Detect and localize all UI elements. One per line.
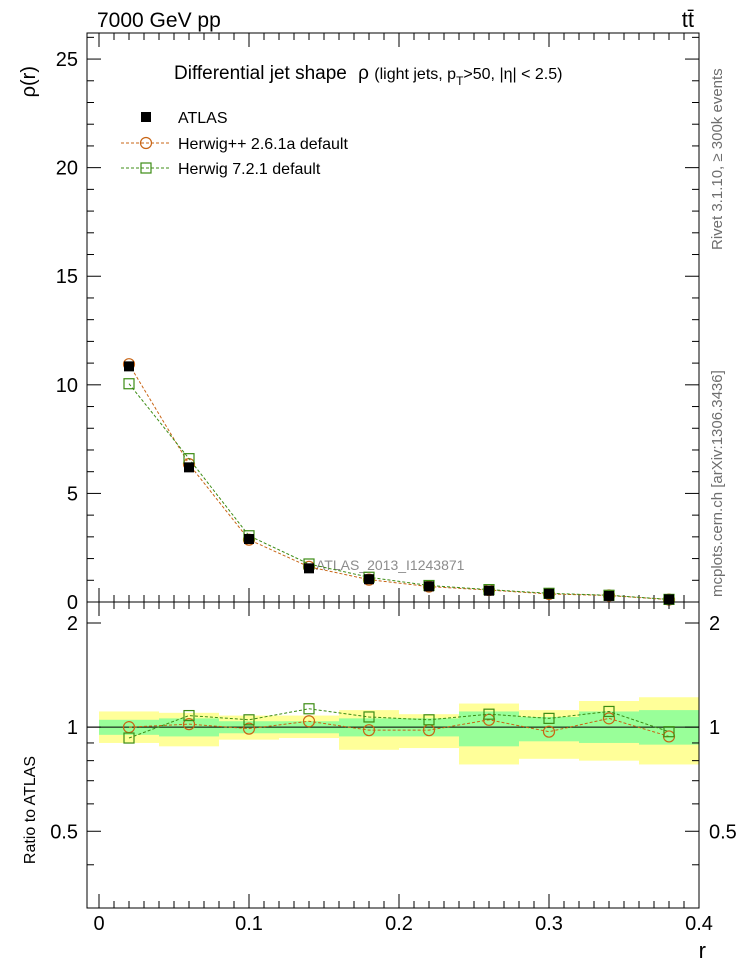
herwig7-line [128, 383, 670, 600]
ratio-y-tick-label: 2 [67, 613, 78, 635]
atlas-point [184, 462, 194, 473]
y-tick-label: 25 [56, 49, 78, 71]
ratio-herwigpp-point [302, 715, 316, 728]
ratio-herwig7-point [183, 709, 195, 722]
ratio-panel: 0 0.1 0.2 0.3 0.4 0.5 0.5 1 1 2 2 [50, 601, 737, 935]
ratio-herwig7-point [543, 712, 555, 724]
legend-marker [141, 112, 151, 122]
ratio-band-green-bin [459, 711, 519, 747]
x-tick-label: 0.2 [385, 913, 413, 935]
y-tick-label: 20 [56, 158, 78, 180]
x-tick-label: 0.1 [235, 913, 263, 935]
atlas-point [424, 581, 434, 592]
legend-marker [139, 136, 153, 150]
ratio-herwig7-point [363, 711, 375, 723]
x-tick-label: 0.4 [685, 913, 713, 935]
y-tick-label: 0 [67, 592, 78, 614]
analysis-watermark: ATLAS_2013_I1243871 [316, 557, 465, 573]
ratio-herwig7-point [423, 714, 435, 726]
x-axis-label: r [699, 938, 706, 963]
ratio-y-tick-label-right: 2 [709, 613, 720, 635]
ratio-herwig7-line [128, 708, 670, 739]
ratio-herwigpp-point [182, 718, 196, 731]
atlas-point [304, 563, 314, 574]
ratio-herwig7-point [663, 726, 675, 738]
main-panel: 0 5 10 15 20 25 [56, 32, 700, 614]
atlas-point [124, 361, 134, 372]
ratio-herwig7-point [123, 732, 135, 744]
header-left: 7000 GeV pp [97, 9, 221, 32]
ratio-herwig7-point [243, 714, 255, 726]
rivet-label: Rivet 3.1.10, ≥ 300k events [709, 68, 726, 250]
atlas-point [544, 588, 554, 599]
ratio-herwigpp-line [128, 717, 670, 737]
y-tick-label: 15 [56, 266, 78, 288]
ratio-herwigpp-point [362, 724, 376, 737]
ratio-herwig7-point [603, 705, 615, 718]
ratio-y-tick-label: 1 [67, 717, 78, 739]
x-tick-label: 0.3 [535, 913, 563, 935]
atlas-point [244, 534, 254, 545]
ratio-frame [86, 601, 700, 909]
ratio-bands [87, 697, 699, 765]
ratio-herwig7-point [483, 708, 495, 720]
ratio-herwigpp-point [242, 722, 256, 735]
chart-title: Differential jet shape ρ (light jets, pT… [174, 63, 562, 88]
legend-entry: Herwig 7.2.1 default [178, 161, 321, 178]
y-tick-label: 10 [56, 375, 78, 397]
ratio-y-tick-label: 0.5 [50, 821, 78, 843]
ratio-herwigpp-point [542, 725, 556, 738]
y-tick-label: 5 [67, 483, 78, 505]
ratio-series [122, 703, 676, 744]
atlas-point [664, 594, 674, 605]
legend-entry: ATLAS [178, 110, 228, 127]
ratio-herwigpp-point [602, 712, 616, 725]
x-tick-label: 0 [93, 913, 104, 935]
atlas-point [604, 590, 614, 601]
atlas-point [484, 585, 494, 596]
header-right: tt̄ [682, 7, 694, 32]
main-y-axis-label: ρ(r) [18, 66, 40, 97]
atlas-point [364, 574, 374, 585]
mcplots-label: mcplots.cern.ch [arXiv:1306.3436] [709, 370, 726, 597]
herwig7-point [123, 378, 135, 390]
ratio-y-tick-label-right: 1 [709, 717, 720, 739]
main-series [122, 358, 676, 606]
ratio-y-axis-label: Ratio to ATLAS [22, 756, 39, 864]
legend-marker [140, 162, 152, 174]
ratio-herwig7-point [303, 703, 315, 715]
legend-entry: Herwig++ 2.6.1a default [178, 136, 348, 153]
ratio-y-tick-label-right: 0.5 [709, 821, 737, 843]
legend: ATLAS Herwig++ 2.6.1a default Herwig 7.2.1… [121, 110, 348, 178]
